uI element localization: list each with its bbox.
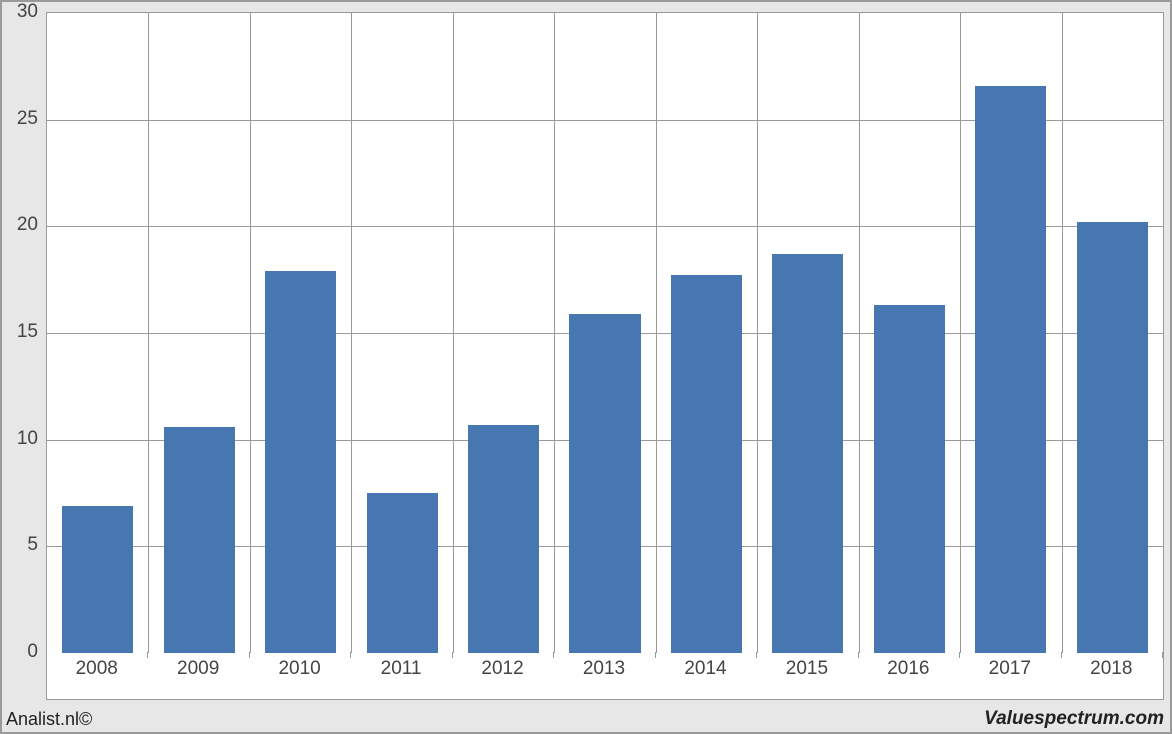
x-tick-mark — [858, 652, 859, 658]
gridline-v — [250, 13, 251, 653]
x-tick-mark — [350, 652, 351, 658]
bar — [1077, 222, 1148, 653]
gridline-v — [554, 13, 555, 653]
x-tick-mark — [147, 652, 148, 658]
x-tick-mark — [249, 652, 250, 658]
x-tick-label: 2010 — [250, 658, 350, 680]
y-tick-label: 0 — [2, 641, 38, 663]
gridline-v — [859, 13, 860, 653]
chart-container: 051015202530 200820092010201120122013201… — [0, 0, 1172, 734]
gridline-v — [351, 13, 352, 653]
bar — [164, 427, 235, 653]
y-tick-label: 5 — [2, 534, 38, 556]
y-tick-label: 20 — [2, 214, 38, 236]
footer-right: Valuespectrum.com — [984, 708, 1164, 730]
bar — [569, 314, 640, 653]
x-tick-mark — [452, 652, 453, 658]
gridline-v — [148, 13, 149, 653]
bar — [874, 305, 945, 653]
x-tick-label: 2009 — [148, 658, 248, 680]
plot-area — [47, 13, 1163, 699]
gridline-v — [656, 13, 657, 653]
bar — [62, 506, 133, 653]
y-tick-label: 30 — [2, 1, 38, 23]
x-tick-mark — [1162, 652, 1163, 658]
x-tick-label: 2017 — [960, 658, 1060, 680]
y-tick-label: 10 — [2, 428, 38, 450]
x-tick-mark — [1061, 652, 1062, 658]
x-tick-label: 2015 — [757, 658, 857, 680]
gridline-v — [453, 13, 454, 653]
gridline-v — [757, 13, 758, 653]
bar — [772, 254, 843, 653]
x-tick-mark — [655, 652, 656, 658]
x-tick-label: 2012 — [453, 658, 553, 680]
bar — [975, 86, 1046, 653]
x-tick-mark — [553, 652, 554, 658]
footer-left: Analist.nl© — [6, 709, 92, 730]
x-tick-label: 2014 — [655, 658, 755, 680]
bar — [671, 275, 742, 653]
x-tick-label: 2018 — [1061, 658, 1161, 680]
x-tick-label: 2011 — [351, 658, 451, 680]
x-tick-mark — [756, 652, 757, 658]
x-tick-label: 2013 — [554, 658, 654, 680]
gridline-v — [960, 13, 961, 653]
bar — [468, 425, 539, 653]
x-tick-label: 2016 — [858, 658, 958, 680]
y-tick-label: 15 — [2, 321, 38, 343]
gridline-v — [1062, 13, 1063, 653]
bar — [367, 493, 438, 653]
x-tick-mark — [46, 652, 47, 658]
y-tick-label: 25 — [2, 108, 38, 130]
plot-frame — [46, 12, 1164, 700]
x-tick-mark — [959, 652, 960, 658]
bar — [265, 271, 336, 653]
x-tick-label: 2008 — [47, 658, 147, 680]
